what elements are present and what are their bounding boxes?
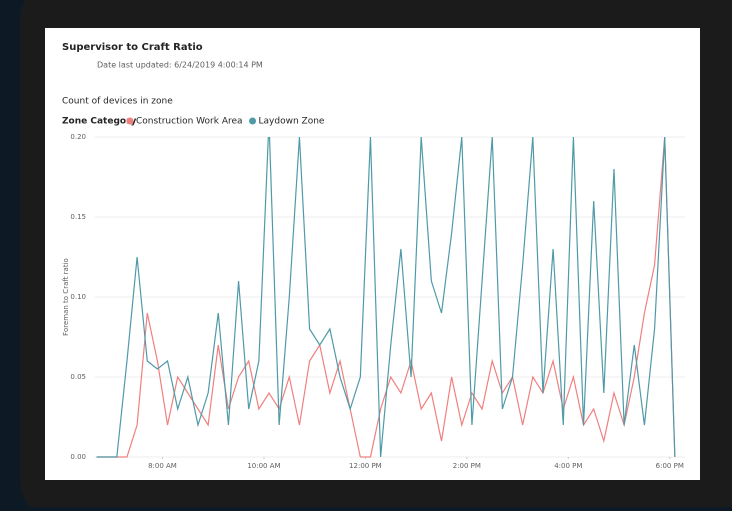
legend: Construction Work Area Laydown Zone: [126, 117, 325, 127]
grid: 0.00 0.05 0.10 0.15 0.20 8:00 AM 10:00 AM 12:00…: [70, 133, 685, 470]
y-tick-label: 0.15: [70, 213, 86, 221]
caption: Count of devices in zone: [62, 97, 173, 107]
legend-marker: [126, 117, 134, 125]
plot: [96, 137, 676, 458]
y-tick-label: 0.00: [70, 453, 86, 461]
x-tick-label: 10:00 AM: [247, 462, 280, 470]
legend-marker: [249, 117, 257, 125]
y-tick-label: 0.05: [70, 373, 86, 381]
legend-label: Laydown Zone: [259, 117, 325, 127]
x-tick-label: 12:00 PM: [349, 462, 382, 470]
x-tick-label: 2:00 PM: [453, 462, 481, 470]
chart-title: Supervisor to Craft Ratio: [62, 42, 203, 53]
y-tick-label: 0.20: [70, 133, 86, 141]
legend-label: Construction Work Area: [136, 117, 243, 127]
y-axis-label: Foreman to Craft ratio: [62, 258, 70, 336]
x-tick-label: 4:00 PM: [554, 462, 582, 470]
x-tick-label: 6:00 PM: [656, 462, 684, 470]
y-tick-label: 0.10: [70, 293, 86, 301]
chart-subtitle: Date last updated: 6/24/2019 4:00:14 PM: [97, 61, 263, 70]
x-tick-label: 8:00 AM: [148, 462, 177, 470]
legend-title: Zone Category: [62, 117, 137, 127]
series-line: [96, 137, 676, 458]
